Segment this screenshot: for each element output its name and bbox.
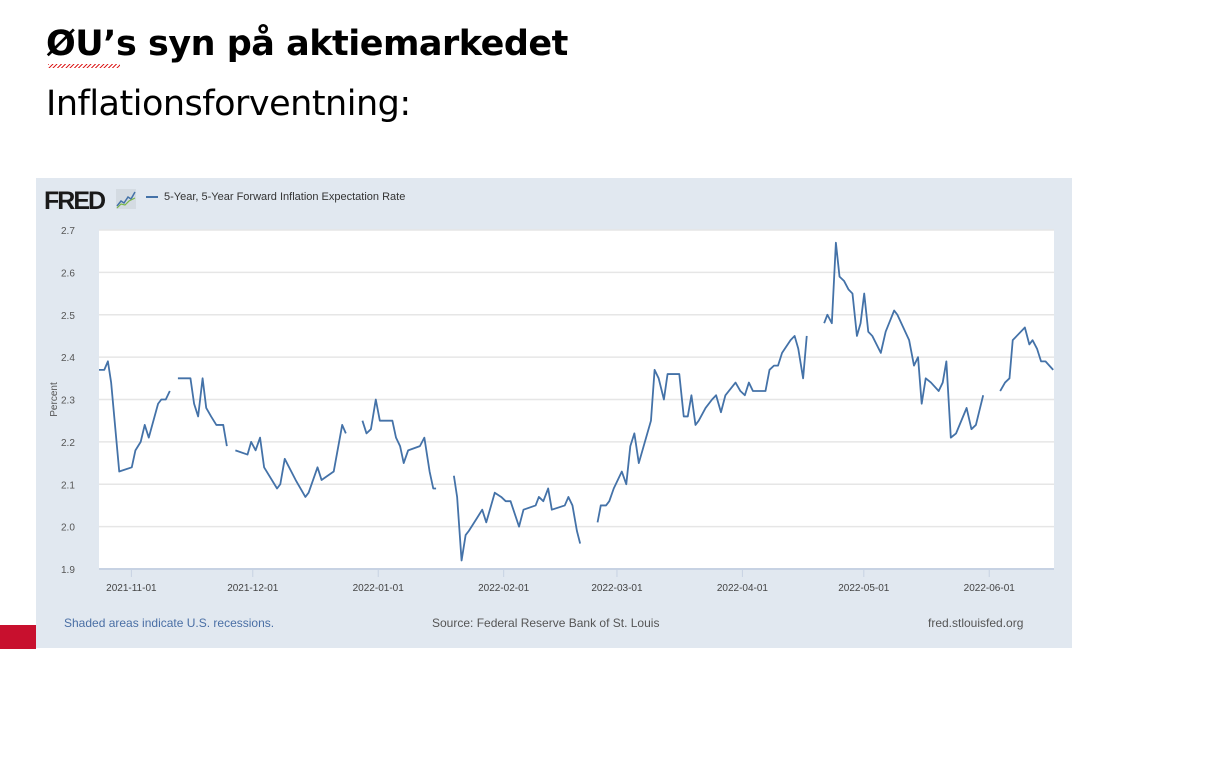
fred-url-link[interactable]: fred.stlouisfed.org: [928, 616, 1024, 630]
y-tick-label: 2.1: [61, 480, 75, 491]
series-line-segment: [596, 335, 808, 523]
spellcheck-underline: [48, 64, 120, 68]
series-line-segment: [99, 360, 171, 473]
fred-chart-card: FRED 5-Year, 5-Year Forward Inflation Ex…: [36, 178, 1072, 648]
series-line-segment: [177, 377, 228, 447]
series-line-segment: [361, 398, 437, 490]
y-tick-label: 2.0: [61, 523, 75, 534]
y-tick-label: 2.6: [61, 268, 75, 279]
x-tick-label: 2022-01-01: [353, 583, 405, 594]
series-line-segment: [999, 326, 1054, 392]
legend-label: 5-Year, 5-Year Forward Inflation Expecta…: [164, 191, 406, 203]
y-tick-label: 2.5: [61, 311, 75, 322]
y-tick-label: 1.9: [61, 565, 75, 576]
x-tick-label: 2022-06-01: [964, 583, 1016, 594]
series-line-segment: [235, 424, 347, 498]
y-tick-label: 2.3: [61, 396, 75, 407]
slide-title: ØU’s syn på aktiemarkedet: [46, 24, 568, 64]
x-tick-label: 2022-02-01: [478, 583, 530, 594]
series-line-segment: [823, 241, 985, 439]
x-tick-label: 2022-04-01: [717, 583, 769, 594]
y-tick-label: 2.7: [61, 226, 75, 237]
x-tick-label: 2022-03-01: [591, 583, 643, 594]
recession-note: Shaded areas indicate U.S. recessions.: [64, 616, 275, 630]
x-tick-label: 2021-11-01: [106, 583, 157, 594]
fred-chart-icon: [116, 189, 136, 209]
slide-subtitle: Inflationsforventning:: [46, 84, 411, 124]
fred-logo: FRED: [44, 187, 106, 215]
y-tick-label: 2.2: [61, 438, 75, 449]
y-axis-label: Percent: [49, 382, 60, 417]
source-note: Source: Federal Reserve Bank of St. Loui…: [432, 616, 660, 630]
red-accent-block: [0, 625, 36, 649]
y-tick-label: 2.4: [61, 353, 75, 364]
x-tick-label: 2022-05-01: [838, 583, 890, 594]
series-line-segment: [452, 475, 582, 562]
chart-legend: 5-Year, 5-Year Forward Inflation Expecta…: [146, 191, 405, 203]
legend-line-swatch: [146, 196, 158, 198]
line-chart: 1.9 2.0 2.1 2.2 2.3 2.4 2.5 2.6 2.7 2021-11-01 202…: [49, 226, 1054, 594]
x-tick-label: 2021-12-01: [227, 583, 279, 594]
